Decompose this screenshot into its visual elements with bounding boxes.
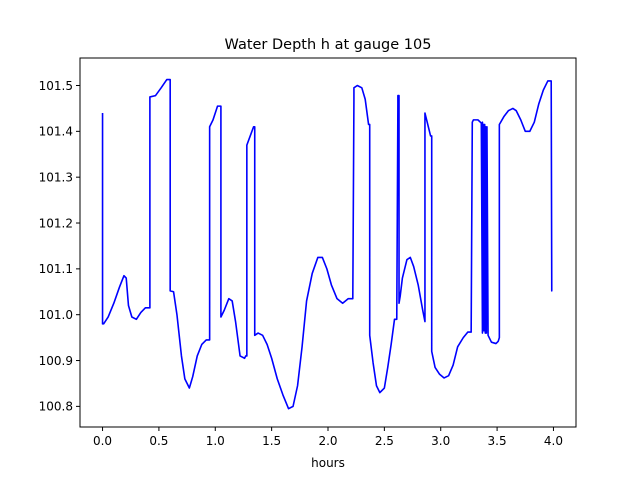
chart-title: Water Depth h at gauge 105 [225, 37, 432, 53]
x-tick-label: 1.5 [262, 434, 281, 448]
y-tick-label: 100.9 [39, 354, 73, 368]
x-tick-label: 3.0 [431, 434, 450, 448]
x-tick-label: 4.0 [544, 434, 563, 448]
y-tick-label: 101.1 [39, 262, 73, 276]
y-tick-label: 100.8 [39, 400, 73, 414]
y-tick-label: 101.4 [39, 125, 73, 139]
x-axis-label: hours [311, 456, 345, 470]
x-tick-label: 2.0 [318, 434, 337, 448]
axes-frame [79, 57, 577, 428]
series-line-0 [101, 78, 553, 410]
x-tick-label: 3.5 [488, 434, 507, 448]
x-tick-label: 1.0 [206, 434, 225, 448]
y-tick-label: 101.5 [39, 79, 73, 93]
y-axis: 100.8 100.9 101.0 101.1 101.2 101.3 101.4 101.5 [39, 79, 80, 414]
y-tick-label: 101.3 [39, 170, 73, 184]
plot-area [101, 78, 553, 410]
x-axis: 0.0 0.5 1.0 1.5 2.0 2.5 3.0 3.5 4.0 [93, 427, 563, 448]
y-tick-label: 101.0 [39, 308, 73, 322]
x-tick-label: 2.5 [375, 434, 394, 448]
x-tick-label: 0.0 [93, 434, 112, 448]
x-tick-label: 0.5 [149, 434, 168, 448]
y-tick-label: 101.2 [39, 216, 73, 230]
